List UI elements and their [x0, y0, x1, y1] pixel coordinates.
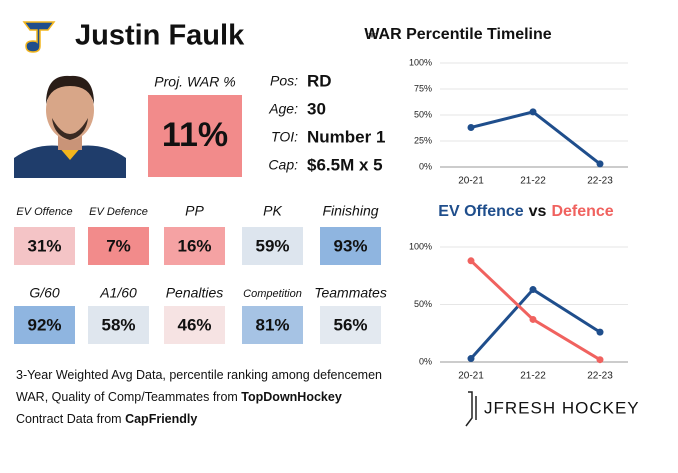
player-name: Justin Faulk	[75, 20, 245, 52]
tile	[164, 306, 225, 344]
tile-value: 81%	[255, 315, 289, 334]
tile	[88, 306, 149, 344]
point	[596, 160, 604, 168]
series-line	[469, 259, 601, 361]
tile	[242, 227, 303, 265]
note-source: TopDownHockey	[241, 390, 342, 404]
series-line	[470, 110, 601, 166]
note-source: CapFriendly	[125, 412, 197, 426]
chart-title: EV Offence vs Defence	[438, 203, 614, 220]
point	[467, 257, 475, 265]
point	[596, 328, 604, 336]
legend-entry: EV Offence	[438, 203, 523, 220]
note: WAR, Quality of Comp/Teammates from TopD…	[16, 390, 342, 404]
tile-label: Competition	[243, 288, 302, 300]
tile-value: 93%	[333, 236, 367, 255]
team-logo	[22, 20, 56, 53]
title-connector: vs	[529, 203, 547, 220]
info-value: $6.5M x 5	[307, 155, 383, 174]
tile	[14, 306, 75, 344]
point	[467, 123, 475, 131]
y-tick-label: 50%	[414, 109, 432, 119]
x-tick-label: 21-22	[520, 371, 546, 382]
tile	[164, 227, 225, 265]
note: 3-Year Weighted Avg Data, percentile ran…	[16, 368, 382, 382]
tile-label: Finishing	[322, 203, 378, 219]
brand: JFRESH HOCKEY	[465, 391, 640, 427]
y-tick-label: 25%	[414, 135, 432, 145]
note-text: WAR, Quality of Comp/Teammates from	[16, 390, 241, 404]
tile-label: G/60	[29, 285, 60, 301]
y-tick-label: 100%	[409, 241, 432, 251]
tile-value: 16%	[177, 236, 211, 255]
y-tick-label: 0%	[419, 161, 432, 171]
tile-value: 92%	[27, 315, 61, 334]
tile-value: 31%	[27, 236, 61, 255]
tile-value: 7%	[106, 236, 131, 255]
y-tick-label: 0%	[419, 356, 432, 366]
point	[529, 315, 537, 323]
info-value: 30	[307, 99, 326, 118]
info-value: RD	[307, 71, 332, 90]
y-tick-label: 75%	[414, 83, 432, 93]
note-text: 3-Year Weighted Avg Data, percentile ran…	[16, 368, 382, 382]
y-tick-label: 100%	[409, 57, 432, 67]
tile-label: PP	[185, 203, 204, 219]
x-tick-label: 22-23	[587, 176, 613, 187]
point	[529, 108, 537, 116]
info-label: Cap:	[268, 157, 298, 173]
projection-label: Proj. WAR %	[154, 74, 235, 90]
dropdown-arrow[interactable]	[368, 33, 376, 38]
tile-value: 59%	[255, 236, 289, 255]
projection-box	[148, 95, 242, 177]
y-tick-label: 50%	[414, 299, 432, 309]
brand-name: JFRESH HOCKEY	[484, 398, 640, 417]
info-label: TOI:	[271, 129, 298, 145]
tile-value: 56%	[333, 315, 367, 334]
point	[596, 356, 604, 364]
info-label: Pos:	[270, 73, 298, 89]
player-photo	[14, 68, 126, 178]
tile	[320, 306, 381, 344]
tile-value: 58%	[101, 315, 135, 334]
tile-label: EV Offence	[16, 206, 72, 218]
info-value: Number 1	[307, 127, 385, 146]
tile	[242, 306, 303, 344]
point	[529, 286, 537, 294]
x-tick-label: 20-21	[458, 371, 484, 382]
tile-label: Penalties	[166, 285, 224, 301]
note-text: Contract Data from	[16, 412, 125, 426]
note: Contract Data from CapFriendly	[16, 412, 197, 426]
tile	[14, 227, 75, 265]
legend-entry: Defence	[551, 203, 613, 220]
x-tick-label: 22-23	[587, 371, 613, 382]
tile-label: EV Defence	[89, 206, 148, 218]
tile-value: 46%	[177, 315, 211, 334]
point	[467, 355, 475, 363]
tile-label: PK	[263, 203, 282, 219]
x-tick-label: 21-22	[520, 176, 546, 187]
tile	[88, 227, 149, 265]
tile-label: A1/60	[99, 285, 137, 301]
info-label: Age:	[268, 101, 298, 117]
tile-label: Teammates	[314, 285, 387, 301]
tile	[320, 227, 381, 265]
x-tick-label: 20-21	[458, 176, 484, 187]
projection-value: 11%	[162, 116, 228, 154]
chart-title: WAR Percentile Timeline	[364, 26, 551, 43]
